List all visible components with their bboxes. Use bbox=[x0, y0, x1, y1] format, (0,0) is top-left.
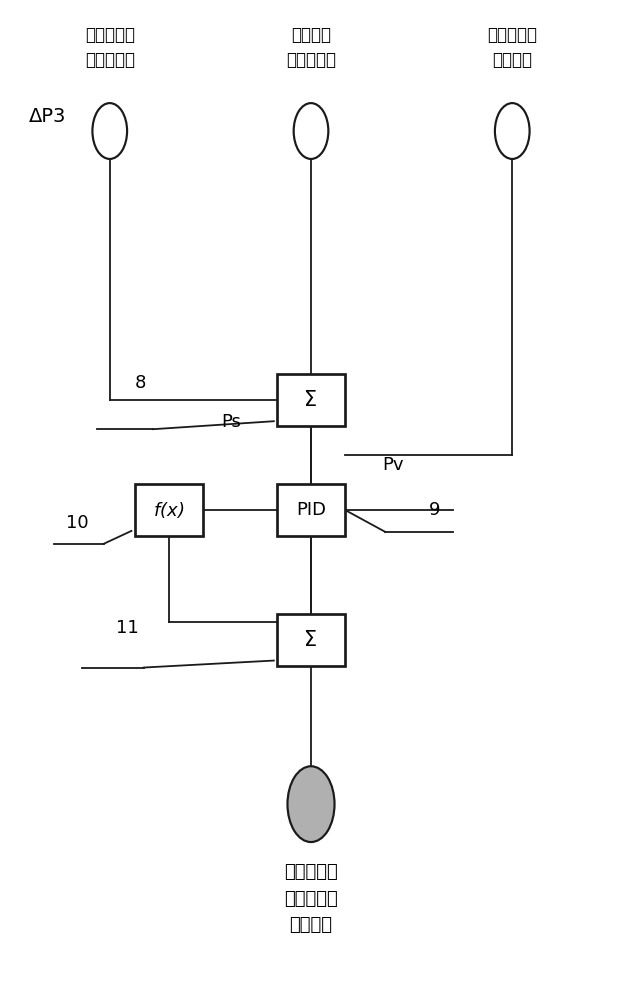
Bar bbox=[277, 614, 345, 666]
Text: 9: 9 bbox=[429, 501, 440, 519]
Text: 8: 8 bbox=[134, 374, 146, 392]
Text: Σ: Σ bbox=[304, 390, 318, 410]
Text: Pv: Pv bbox=[382, 456, 404, 474]
Text: 电锅炉实际
电功耗值: 电锅炉实际 电功耗值 bbox=[487, 26, 537, 69]
Text: Σ: Σ bbox=[304, 630, 318, 650]
Text: PID: PID bbox=[296, 501, 326, 519]
Text: 10: 10 bbox=[67, 514, 89, 532]
Bar bbox=[277, 484, 345, 536]
Text: 11: 11 bbox=[116, 619, 139, 637]
Circle shape bbox=[495, 103, 529, 159]
Circle shape bbox=[294, 103, 328, 159]
Bar bbox=[277, 374, 345, 426]
Text: ΔP3: ΔP3 bbox=[29, 107, 67, 126]
Text: 电锅炉调频
功耗修正值: 电锅炉调频 功耗修正值 bbox=[85, 26, 135, 69]
Text: 电锅炉电
功耗设定值: 电锅炉电 功耗设定值 bbox=[286, 26, 336, 69]
Circle shape bbox=[287, 766, 335, 842]
Circle shape bbox=[93, 103, 127, 159]
Text: $f$(x): $f$(x) bbox=[153, 500, 184, 520]
Text: 电锅炉水位
调整执行器
控制指令: 电锅炉水位 调整执行器 控制指令 bbox=[284, 863, 338, 934]
Bar bbox=[134, 484, 203, 536]
Text: Ps: Ps bbox=[221, 413, 241, 431]
